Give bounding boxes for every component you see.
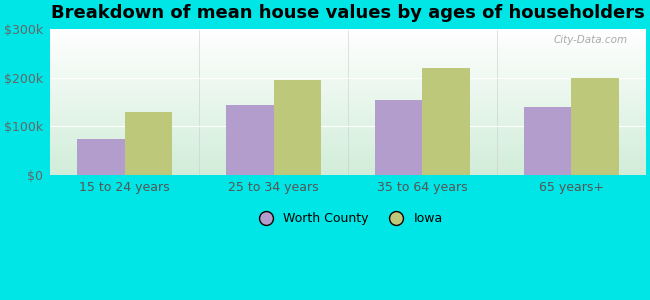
Bar (422, 68, 470, 175)
Bar (571, 78, 619, 175)
Bar (375, 100, 422, 175)
Bar (125, 112, 172, 175)
Bar (524, 107, 571, 175)
Text: City-Data.com: City-Data.com (554, 35, 628, 45)
Bar (226, 105, 274, 175)
Bar (77, 139, 125, 175)
Bar (274, 80, 321, 175)
Legend: Worth County, Iowa: Worth County, Iowa (248, 207, 448, 230)
Title: Breakdown of mean house values by ages of householders: Breakdown of mean house values by ages o… (51, 4, 645, 22)
